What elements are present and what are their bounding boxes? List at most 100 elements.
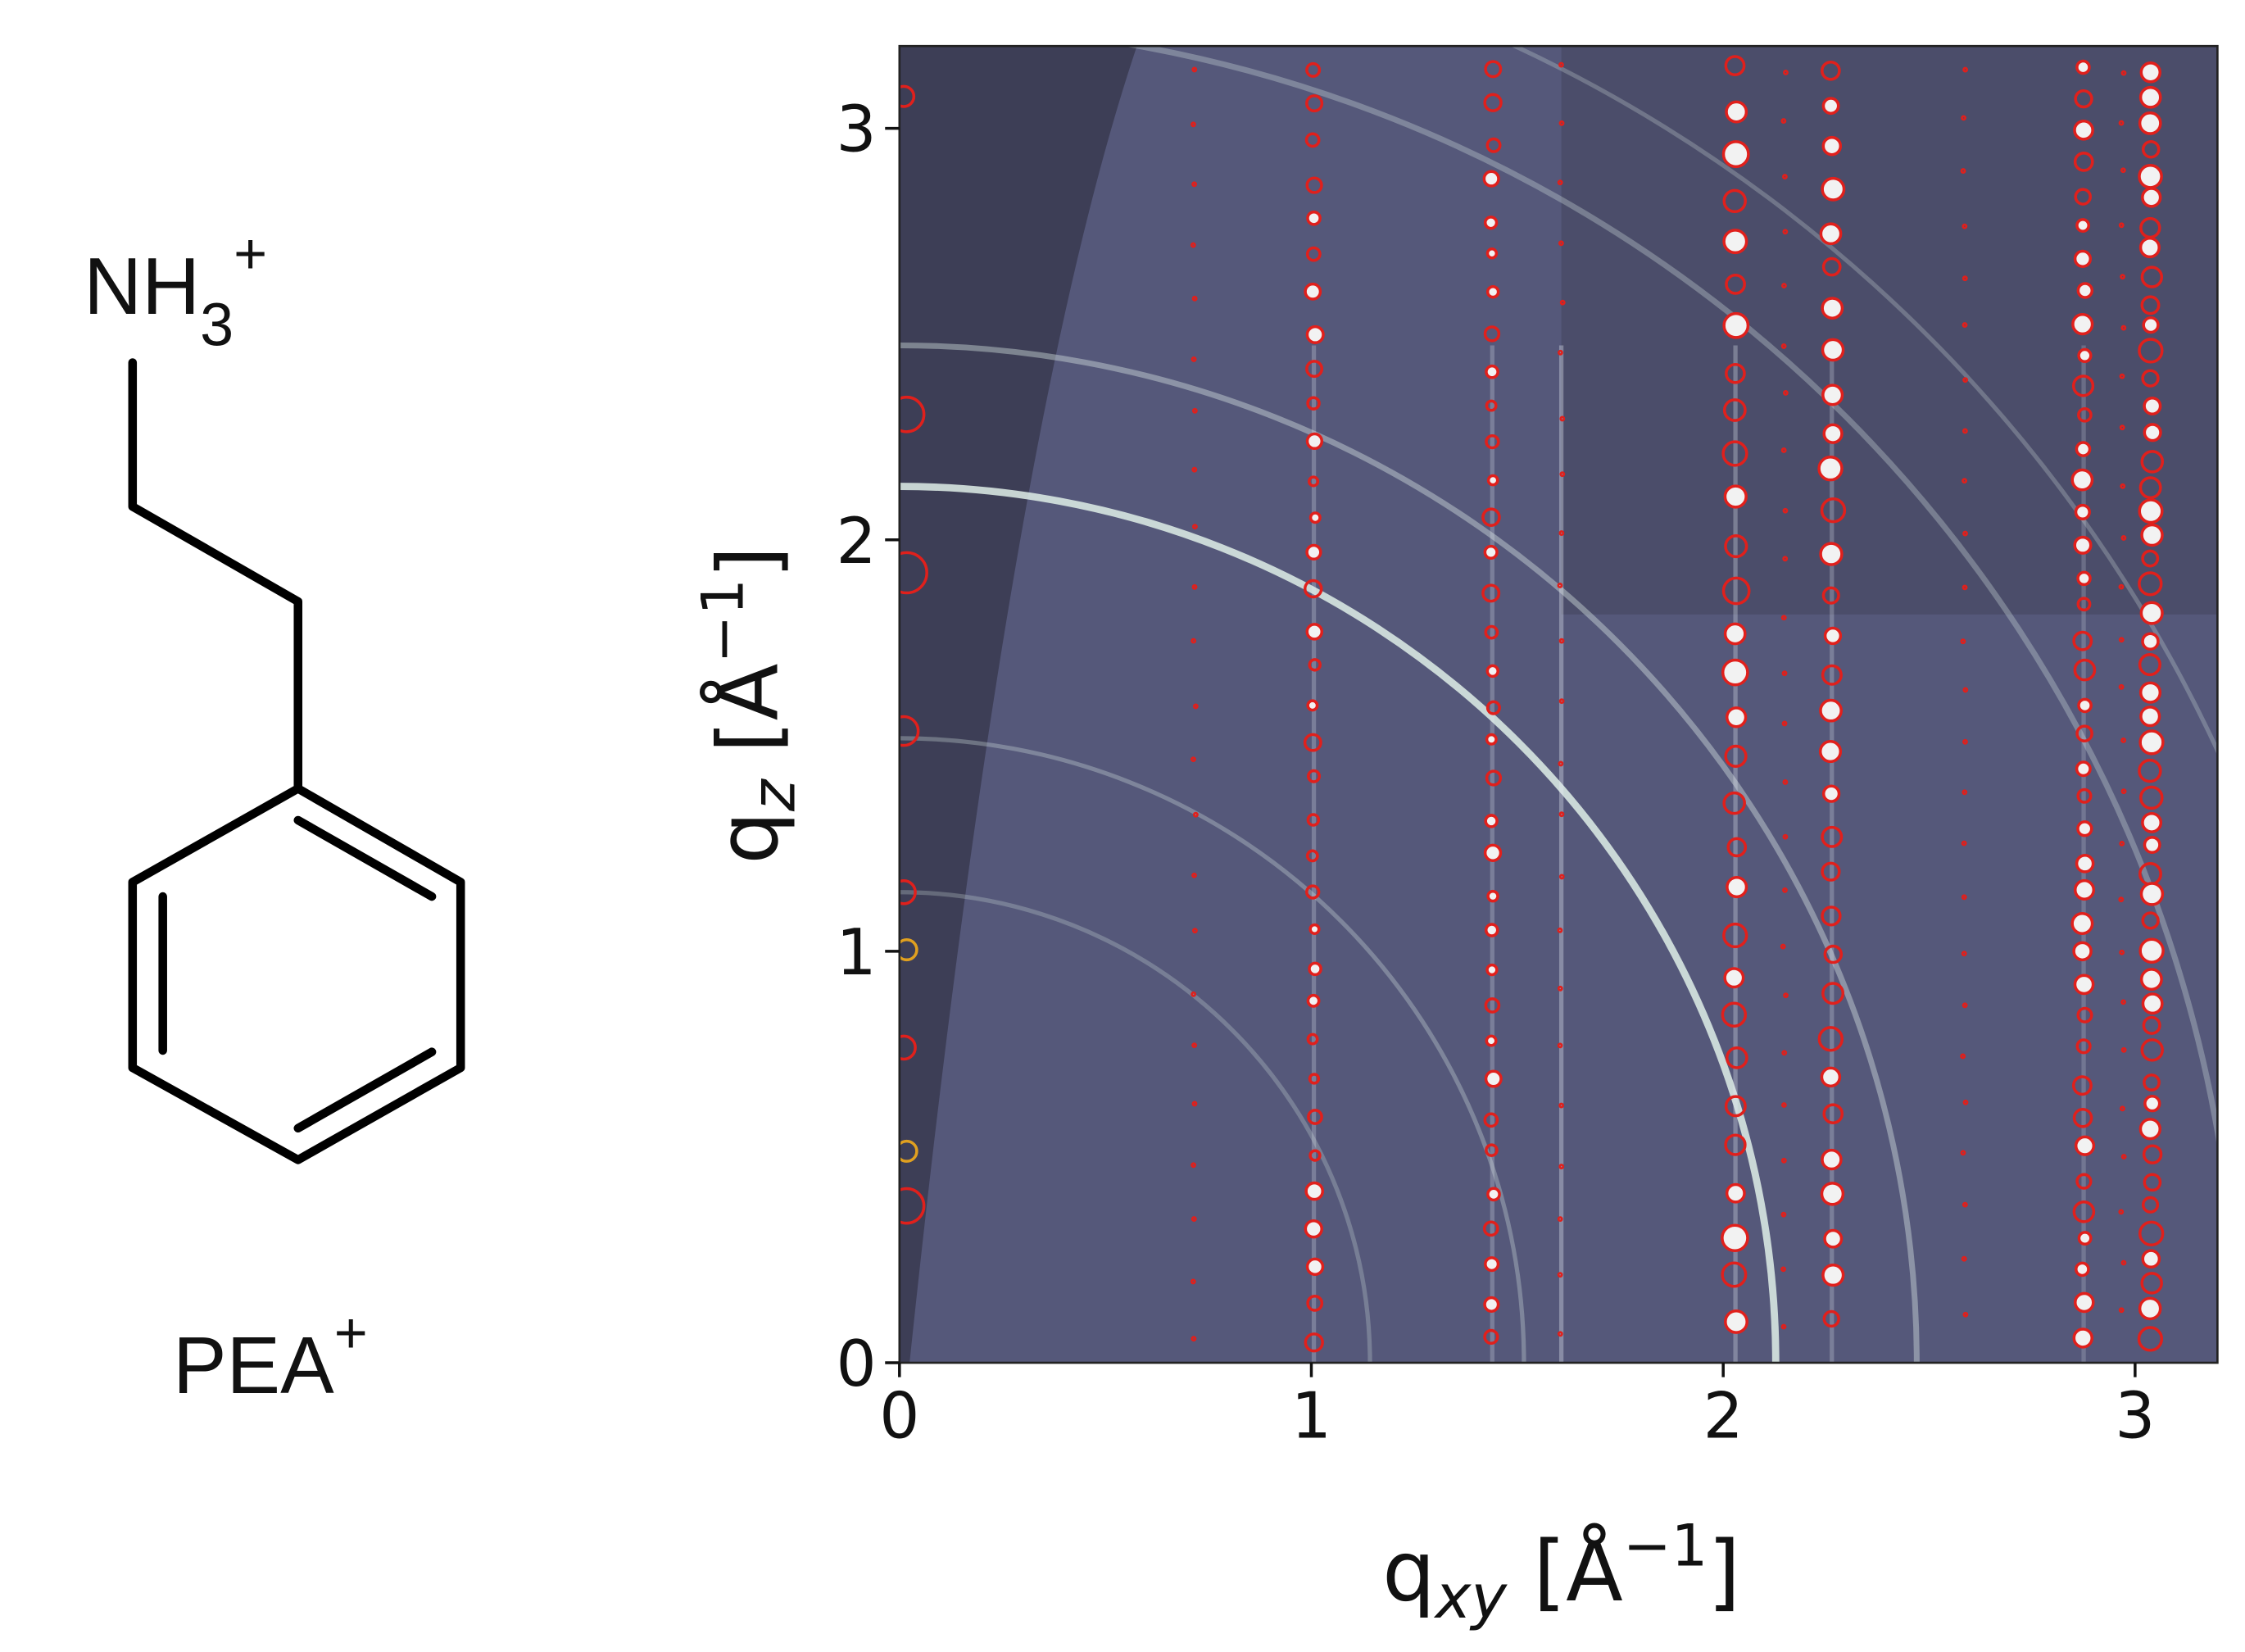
peak-marker: [1962, 789, 1968, 796]
peak-marker: [2070, 912, 2094, 935]
peak-marker: [1191, 356, 1197, 362]
peak-marker: [1305, 1257, 1325, 1277]
peak-marker: [1724, 1309, 1748, 1334]
peak-marker: [2139, 785, 2164, 810]
peak-marker: [1483, 843, 1503, 862]
peak-marker: [1485, 1143, 1499, 1157]
peak-marker: [2142, 316, 2160, 334]
peak-marker: [2143, 836, 2161, 855]
peak-marker: [1557, 985, 1563, 992]
peak-marker: [1485, 700, 1501, 715]
peak-marker: [2075, 441, 2092, 457]
y-tick-label: 0: [837, 1328, 877, 1401]
peak-marker: [1782, 779, 1789, 785]
peak-marker: [1482, 1220, 1499, 1237]
peak-marker: [1821, 135, 1843, 157]
peak-marker: [1721, 1223, 1749, 1253]
peak-marker: [1557, 179, 1563, 186]
x-tick-label: 1: [1291, 1379, 1331, 1453]
label-part: PEA: [173, 1320, 334, 1410]
peak-marker: [1780, 447, 1787, 453]
label-superscript: −1: [689, 579, 756, 664]
peak-marker: [1823, 944, 1844, 964]
peak-marker: [2141, 549, 2160, 568]
peak-marker: [1303, 733, 1322, 752]
peak-marker: [2075, 1038, 2092, 1055]
peak-marker: [1303, 579, 1323, 599]
peak-marker: [1558, 349, 1563, 356]
peak-marker: [1961, 951, 1967, 957]
peak-marker: [1304, 282, 1322, 301]
peak-marker: [1780, 615, 1787, 621]
peak-marker: [1483, 1296, 1500, 1313]
peak-marker: [1962, 428, 1968, 434]
peak-marker: [1961, 1255, 1967, 1262]
peak-marker: [1962, 478, 1967, 484]
peak-marker: [1191, 872, 1197, 878]
peak-marker: [2143, 423, 2162, 442]
peak-marker: [1780, 118, 1787, 125]
plot-frame: [898, 44, 2219, 1364]
peak-marker: [1780, 1266, 1786, 1273]
peak-marker: [1558, 240, 1564, 247]
peak-marker: [1484, 923, 1499, 937]
peak-marker: [1308, 511, 1322, 524]
peak-marker: [1783, 70, 1789, 75]
peak-marker: [1721, 576, 1751, 606]
peak-marker: [1483, 544, 1499, 560]
peak-marker: [2073, 120, 2094, 141]
peak-marker: [2073, 249, 2093, 268]
peak-marker: [2072, 1328, 2093, 1349]
peak-marker: [2139, 968, 2163, 992]
peak-marker: [2074, 1135, 2096, 1156]
peak-marker: [2137, 1326, 2164, 1352]
label-subscript: 3: [200, 290, 234, 358]
peak-marker: [1781, 174, 1788, 180]
peak-marker: [1962, 377, 1968, 384]
peak-marker: [1307, 1109, 1323, 1125]
peak-marker: [2120, 1259, 2127, 1266]
peak-marker: [2070, 468, 2094, 492]
peak-marker: [1190, 1278, 1196, 1285]
label-part: ]: [701, 546, 798, 579]
peak-marker: [1722, 398, 1747, 422]
peak-marker: [1191, 295, 1198, 302]
peak-marker: [1780, 1102, 1787, 1108]
peak-marker: [2120, 788, 2127, 795]
peak-marker: [1558, 638, 1565, 644]
peak-marker: [2120, 1105, 2125, 1112]
peak-marker: [1484, 814, 1499, 828]
peak-marker: [2077, 407, 2093, 423]
peak-marker: [1726, 1046, 1748, 1069]
peak-marker: [1820, 1066, 1842, 1088]
peak-marker: [1721, 1261, 1748, 1288]
label-superscript: +: [334, 1300, 368, 1365]
peak-marker: [2119, 373, 2125, 379]
peak-marker: [1962, 584, 1968, 591]
peak-marker: [1723, 967, 1745, 989]
peak-marker: [1485, 963, 1499, 977]
powder-ring: [899, 890, 1372, 1364]
peak-marker: [1821, 338, 1845, 362]
peak-marker: [1960, 168, 1966, 175]
peak-marker: [2138, 653, 2161, 677]
powder-ring: [1122, 46, 2218, 1150]
peak-marker: [1485, 1034, 1498, 1047]
peak-marker: [2072, 941, 2093, 962]
peak-marker: [2138, 1118, 2161, 1141]
peak-marker: [1191, 466, 1198, 473]
peak-marker: [1819, 542, 1844, 566]
peak-marker: [1725, 274, 1746, 295]
peak-marker: [1306, 813, 1321, 827]
peak-marker: [1960, 1150, 1966, 1156]
x-tick-label: 3: [2115, 1379, 2155, 1453]
peak-marker: [1481, 507, 1501, 527]
peak-marker: [1822, 423, 1844, 444]
peak-marker: [2139, 882, 2165, 906]
peak-marker: [1820, 1182, 1845, 1206]
peak-marker: [1308, 658, 1322, 672]
peak-marker: [1557, 1331, 1563, 1337]
peak-marker: [1962, 1201, 1968, 1208]
